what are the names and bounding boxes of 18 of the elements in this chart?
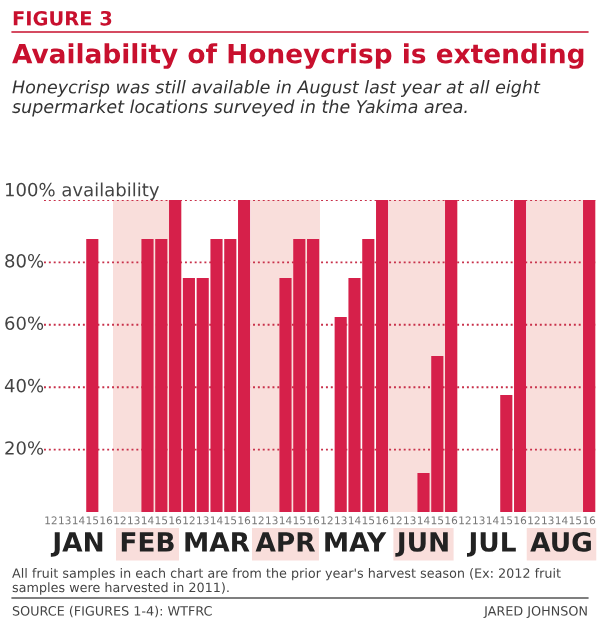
x-tick-label: MAY [325,532,387,552]
chart-subtitle: Honeycrisp was still available in August last year at all eight supermarket locations surveyed in the Yakima area. [12,80,541,117]
x-tick-label: JAN [50,532,103,557]
x-tick-label: JUL [466,532,516,557]
y-tick-label: 40% [4,378,44,393]
x-tick-label: APR [255,532,316,552]
x-tick-label: JUN [395,532,448,557]
x-tick-label: MAR [185,532,250,552]
x-tick-label: AUG [530,531,591,552]
y-tick-label: 80% [5,253,44,268]
y-tick-label: 100% availability [5,182,160,200]
x-tick-label: FEB [121,532,174,552]
bar [583,200,596,512]
caption: FIGURE 3 [13,10,112,26]
y-tick-label: 20% [5,441,44,455]
y-tick-label: 60% [5,316,44,331]
bar [86,239,99,512]
chart-title: Availability of Honeycrisp is extending [12,43,584,69]
